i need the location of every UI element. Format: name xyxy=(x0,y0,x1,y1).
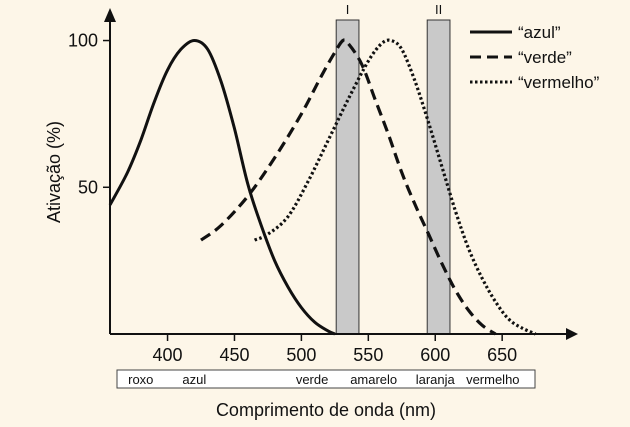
legend-item-azul: “azul” xyxy=(470,23,561,42)
band-2 xyxy=(426,19,451,335)
axes xyxy=(104,8,578,340)
legend: “azul” “verde” “vermelho” xyxy=(470,23,600,92)
x-tick-label: 650 xyxy=(487,345,517,365)
band-1 xyxy=(335,19,360,335)
series-layer xyxy=(108,38,537,336)
legend-item-verde: “verde” xyxy=(470,48,572,67)
y-tick-label: 100 xyxy=(68,31,98,51)
color-name-bar-frame xyxy=(116,369,536,389)
color-label-azul: azul xyxy=(182,372,206,387)
band-2-label: II xyxy=(435,2,442,17)
series-vermelho-curve xyxy=(253,38,537,336)
series-azul-curve xyxy=(108,39,336,336)
color-label-amarelo: amarelo xyxy=(350,372,397,387)
color-label-vermelho: vermelho xyxy=(466,372,519,387)
series-verde-curve xyxy=(200,38,497,336)
x-tick-label: 550 xyxy=(353,345,383,365)
bands-layer: I II xyxy=(335,2,451,335)
color-label-verde: verde xyxy=(296,372,329,387)
band-1-label: I xyxy=(346,2,350,17)
ticks-layer: 400 450 500 550 600 650 50 100 xyxy=(68,31,517,365)
y-axis-arrow xyxy=(104,8,116,22)
x-tick-label: 400 xyxy=(153,345,183,365)
y-tick-label: 50 xyxy=(78,177,98,197)
x-axis-arrow xyxy=(566,328,578,340)
x-tick-label: 450 xyxy=(219,345,249,365)
x-tick-label: 600 xyxy=(420,345,450,365)
legend-label: “azul” xyxy=(518,23,561,42)
legend-label: “verde” xyxy=(518,48,572,67)
x-axis-title: Comprimento de onda (nm) xyxy=(216,400,436,420)
legend-item-vermelho: “vermelho” xyxy=(470,73,600,92)
legend-label: “vermelho” xyxy=(518,73,600,92)
color-label-roxo: roxo xyxy=(128,372,153,387)
x-tick-label: 500 xyxy=(286,345,316,365)
color-label-laranja: laranja xyxy=(416,372,456,387)
color-name-bar: roxo azul verde amarelo laranja vermelho xyxy=(116,369,536,389)
y-axis-title: Ativação (%) xyxy=(44,121,64,223)
